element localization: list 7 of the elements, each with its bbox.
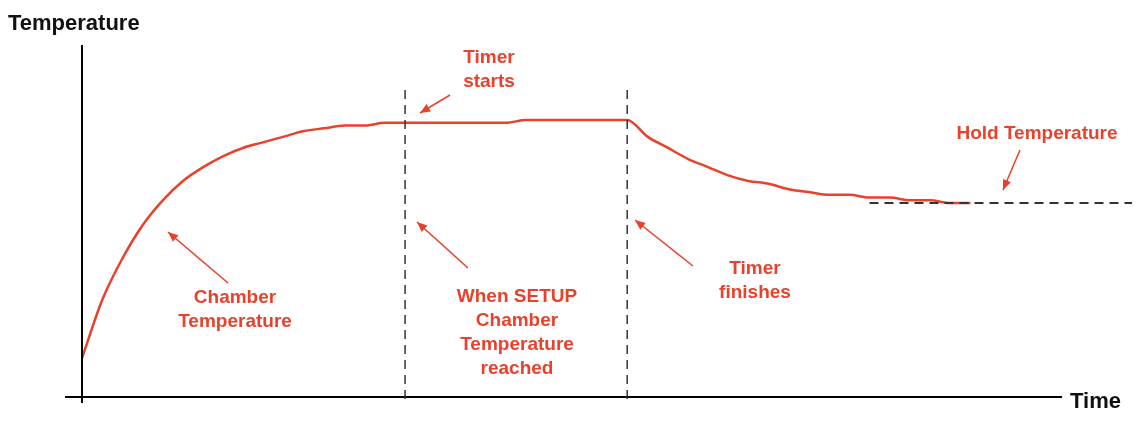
text: Timer starts [463,46,516,91]
y-axis-title: Temperature [8,10,140,35]
annotation: When SETUP Chamber Temperature reached [456,285,578,378]
x-axis-title: Time [1070,388,1121,413]
annotation: Hold Temperature [956,122,1118,143]
annotation: Timer finishes [719,257,791,302]
annotation: Chamber Temperature [178,286,292,331]
